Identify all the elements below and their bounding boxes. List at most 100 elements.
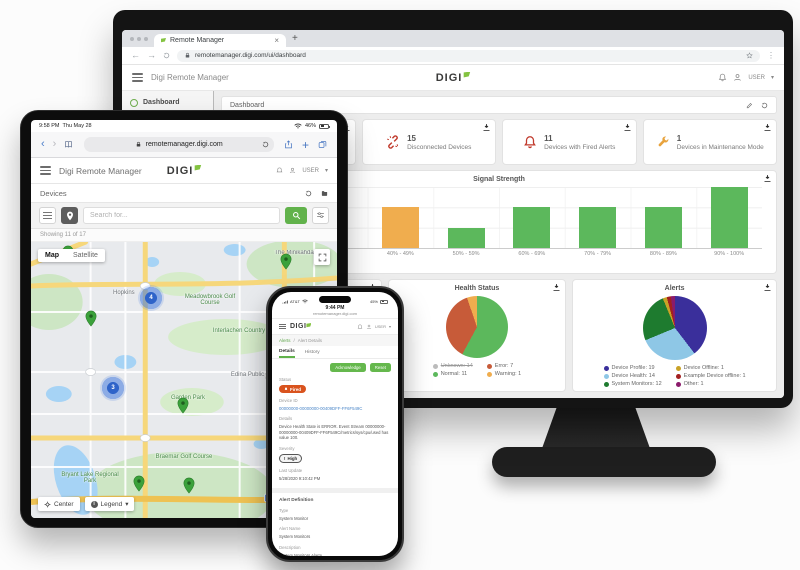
window-controls[interactable] — [130, 36, 148, 41]
notifications-bell-icon[interactable] — [276, 167, 283, 174]
metric-card-disconnected: 15 Disconnected Devices — [361, 119, 496, 165]
forward-icon[interactable]: → — [147, 50, 156, 60]
list-view-button[interactable] — [39, 207, 56, 224]
search-input[interactable] — [83, 207, 280, 224]
map-marker-icon[interactable] — [177, 397, 190, 414]
safari-address-bar[interactable]: remotemanager.digi.com — [83, 137, 274, 152]
download-icon[interactable] — [623, 123, 632, 132]
map-marker-icon[interactable] — [183, 477, 196, 494]
legend-item[interactable]: Other: 1 — [675, 381, 746, 387]
bar — [710, 187, 748, 248]
tab-details[interactable]: Details — [279, 346, 295, 358]
new-tab-button[interactable]: + — [292, 32, 298, 44]
edit-pencil-icon[interactable] — [746, 102, 753, 109]
user-icon[interactable] — [289, 167, 296, 174]
battery-icon — [319, 123, 330, 129]
back-icon[interactable]: ‹ — [41, 138, 45, 150]
download-icon[interactable] — [482, 123, 491, 132]
map-view-button[interactable] — [61, 207, 78, 224]
legend-item[interactable]: Device Offline: 1 — [675, 365, 746, 371]
legend-item[interactable]: Error: 7 — [486, 363, 521, 369]
alerts-legend: Device Profile: 19 Device Health: 14 Sys… — [603, 365, 746, 387]
user-label[interactable]: USER — [374, 324, 386, 329]
reset-button[interactable]: Reset — [369, 363, 391, 372]
metric-value: 15 — [407, 133, 416, 143]
folder-icon[interactable] — [321, 190, 328, 197]
forward-icon[interactable]: › — [52, 138, 57, 150]
menu-icon[interactable] — [279, 323, 286, 330]
menu-icon[interactable] — [40, 166, 51, 175]
device-id-link[interactable]: 00000000-00000000-00409DFF-FF6F549C — [279, 406, 363, 411]
map-button[interactable]: Map — [45, 252, 59, 259]
download-icon[interactable] — [763, 174, 772, 183]
bookmark-star-icon[interactable] — [746, 52, 753, 59]
device-cluster[interactable]: 4 — [138, 285, 164, 311]
download-icon[interactable] — [763, 123, 772, 132]
browser-menu-icon[interactable]: ⋮ — [767, 51, 775, 60]
filter-button[interactable] — [312, 207, 329, 224]
device-id-label: Device ID — [279, 398, 298, 403]
download-icon[interactable] — [552, 283, 561, 292]
map-marker-icon[interactable] — [133, 475, 146, 492]
satellite-button[interactable]: Satellite — [73, 252, 98, 259]
browser-url-bar: ← → remotemanager.digi.com/ui/dashboard … — [122, 47, 784, 65]
monitor-camera-notch — [412, 10, 471, 19]
map-marker-icon[interactable] — [85, 310, 98, 327]
user-label[interactable]: USER — [748, 74, 765, 81]
refresh-icon[interactable] — [305, 190, 312, 197]
address-bar[interactable]: remotemanager.digi.com/ui/dashboard — [177, 49, 760, 62]
user-label[interactable]: USER — [302, 167, 319, 174]
map-label: Edina Public Schools — [230, 372, 288, 378]
broken-link-icon — [387, 135, 399, 149]
legend-item[interactable]: Normal: 11 — [432, 371, 473, 377]
reload-icon[interactable] — [163, 52, 170, 59]
search-button[interactable] — [285, 207, 307, 224]
breadcrumb-alerts-link[interactable]: Alerts — [279, 338, 291, 343]
map-marker-icon[interactable] — [280, 253, 293, 270]
center-button[interactable]: Center — [38, 497, 80, 511]
legend-item[interactable]: Unknown: 14 — [432, 363, 473, 369]
tab-close-icon[interactable]: × — [274, 35, 279, 45]
metric-card-fired-alerts: 11 Devices with Fired Alerts — [502, 119, 637, 165]
back-icon[interactable]: ← — [131, 50, 140, 60]
legend-item[interactable]: Warning: 1 — [486, 371, 521, 377]
reload-icon[interactable] — [262, 141, 269, 148]
phone-address-bar[interactable]: remotemanager.digi.com — [272, 311, 398, 319]
tabs-icon[interactable] — [318, 140, 327, 149]
legend-item[interactable]: Example Device offline: 1 — [675, 373, 746, 379]
chevron-down-icon[interactable]: ▾ — [770, 75, 774, 81]
chart-title: Alerts — [664, 285, 685, 292]
device-cluster[interactable]: 3 — [100, 375, 126, 401]
download-icon[interactable] — [763, 283, 772, 292]
map-label: Meadowbrook Golf Course — [184, 294, 236, 306]
map-pin-icon — [66, 211, 73, 220]
legend-item[interactable]: Device Health: 14 — [603, 373, 662, 379]
chevron-down-icon[interactable]: ▾ — [324, 168, 328, 174]
new-tab-icon[interactable]: + — [301, 137, 309, 152]
chart-title: Signal Strength — [473, 176, 525, 183]
legend-item[interactable]: Device Profile: 19 — [603, 365, 662, 371]
battery-percent: 45% — [369, 299, 378, 304]
metric-value: 11 — [544, 133, 553, 143]
fullscreen-button[interactable] — [314, 249, 330, 265]
fired-status-badge: Fired — [279, 385, 307, 393]
user-icon[interactable] — [733, 73, 742, 82]
acknowledge-button[interactable]: Acknowledge — [330, 363, 366, 372]
browser-tab[interactable]: Remote Manager × — [154, 34, 286, 47]
legend-button[interactable]: i Legend ▾ — [84, 497, 135, 511]
chevron-down-icon[interactable]: ▾ — [388, 324, 391, 329]
share-icon[interactable] — [284, 140, 293, 149]
notifications-bell-icon[interactable] — [357, 323, 363, 330]
breadcrumb-current: Alert Details — [297, 338, 323, 343]
center-target-icon — [44, 501, 51, 507]
user-icon[interactable] — [366, 324, 372, 330]
menu-icon[interactable] — [132, 73, 143, 82]
url-text: remotemanager.digi.com/ui/dashboard — [195, 52, 306, 59]
legend-item[interactable]: System Monitors: 12 — [603, 381, 662, 387]
results-count: Showing 11 of 17 — [31, 229, 337, 242]
tab-history[interactable]: History — [304, 349, 320, 355]
notifications-bell-icon[interactable] — [718, 73, 727, 82]
bookmarks-book-icon[interactable] — [64, 140, 73, 149]
refresh-icon[interactable] — [761, 102, 768, 109]
